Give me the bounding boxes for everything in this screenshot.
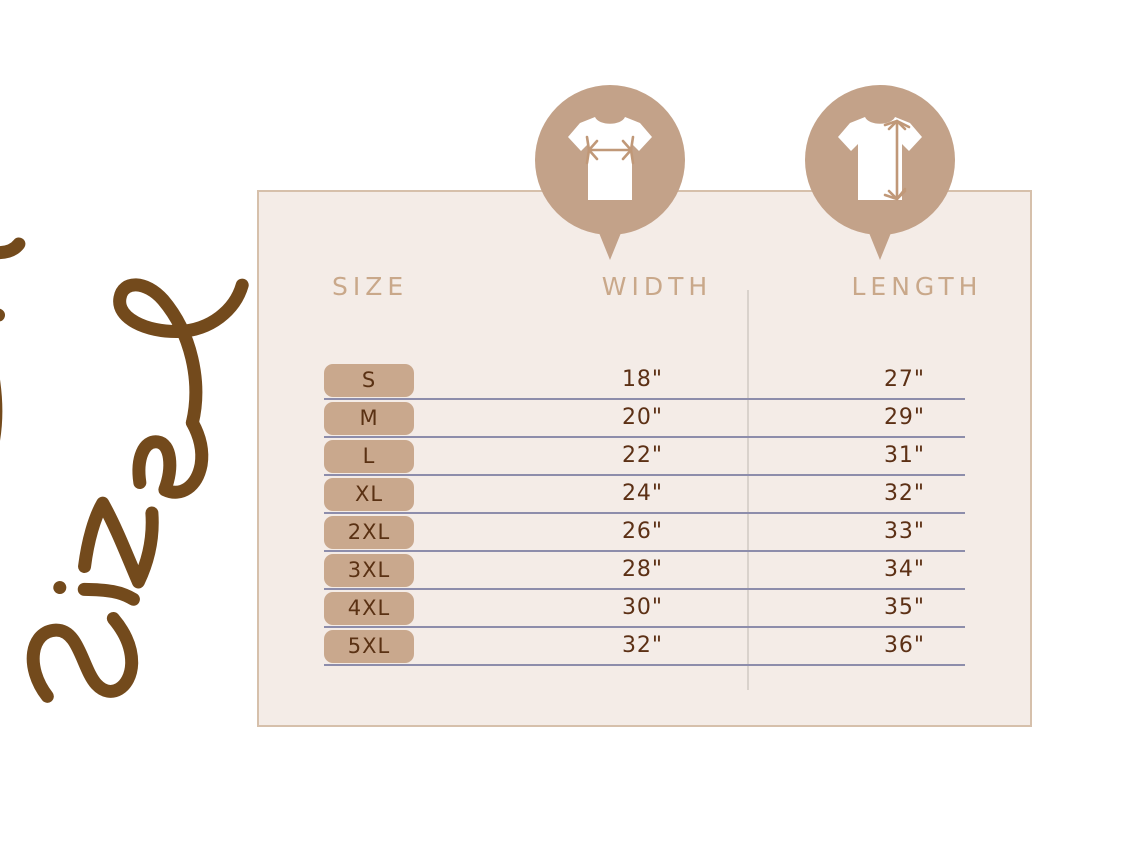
column-header-width: WIDTH	[601, 272, 713, 301]
cell-length: 27"	[883, 367, 926, 392]
size-pill: S	[324, 364, 414, 397]
length-badge	[805, 85, 955, 260]
cell-length: 36"	[883, 633, 926, 658]
cell-width: 20"	[621, 405, 664, 430]
table-row: L 22" 31"	[257, 438, 1032, 476]
table-row: M 20" 29"	[257, 400, 1032, 438]
size-table: SIZE WIDTH LENGTH S 18" 27" M 20" 29" L 22" 31" X…	[257, 190, 1032, 727]
column-header-size: SIZE	[332, 272, 409, 301]
size-pill: XL	[324, 478, 414, 511]
row-separator	[324, 436, 965, 438]
table-row: 3XL 28" 34"	[257, 552, 1032, 590]
width-badge	[535, 85, 685, 260]
table-row: XL 24" 32"	[257, 476, 1032, 514]
size-pill: 3XL	[324, 554, 414, 587]
size-pill: 2XL	[324, 516, 414, 549]
tshirt-width-icon	[568, 117, 652, 200]
row-separator	[324, 512, 965, 514]
row-separator	[324, 664, 965, 666]
size-chart-script-lettering	[0, 185, 249, 703]
cell-length: 33"	[883, 519, 926, 544]
size-pill: 5XL	[324, 630, 414, 663]
table-row: 2XL 26" 33"	[257, 514, 1032, 552]
cell-width: 18"	[621, 367, 664, 392]
table-row: S 18" 27"	[257, 362, 1032, 400]
cell-width: 30"	[621, 595, 664, 620]
cell-width: 24"	[621, 481, 664, 506]
row-separator	[324, 474, 965, 476]
cell-length: 29"	[883, 405, 926, 430]
row-separator	[324, 588, 965, 590]
table-row: 4XL 30" 35"	[257, 590, 1032, 628]
column-divider	[747, 290, 749, 690]
row-separator	[324, 550, 965, 552]
cell-length: 34"	[883, 557, 926, 582]
cell-width: 28"	[621, 557, 664, 582]
cell-length: 31"	[883, 443, 926, 468]
size-pill: L	[324, 440, 414, 473]
cell-length: 35"	[883, 595, 926, 620]
size-pill: M	[324, 402, 414, 435]
size-pill: 4XL	[324, 592, 414, 625]
row-separator	[324, 626, 965, 628]
table-row: 5XL 32" 36"	[257, 628, 1032, 666]
cell-width: 32"	[621, 633, 664, 658]
tshirt-length-icon	[838, 117, 922, 201]
cell-length: 32"	[883, 481, 926, 506]
cell-width: 26"	[621, 519, 664, 544]
row-separator	[324, 398, 965, 400]
cell-width: 22"	[621, 443, 664, 468]
column-header-length: LENGTH	[851, 272, 983, 301]
